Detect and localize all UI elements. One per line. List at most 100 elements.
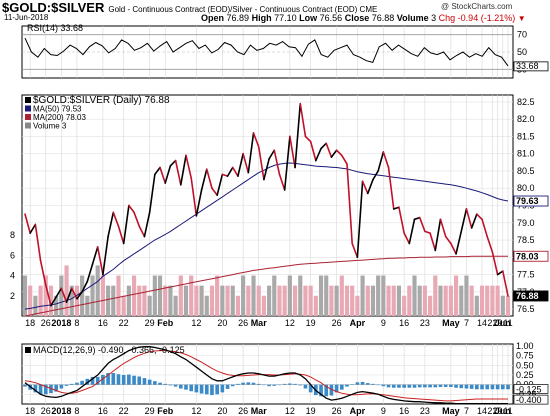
x-tick-label: 26 bbox=[332, 318, 342, 328]
volume-bar bbox=[376, 275, 381, 316]
macd-histogram-bar bbox=[423, 384, 427, 388]
legend-entry: $GOLD:$SILVER (Daily) 76.88 bbox=[33, 95, 170, 106]
price-segment bbox=[289, 135, 296, 169]
price-tick-label: 80.5 bbox=[517, 166, 535, 176]
price-segment bbox=[361, 180, 369, 195]
price-segment bbox=[190, 177, 198, 217]
x-tick-label: 26 bbox=[41, 318, 51, 328]
macd-value-tag bbox=[513, 384, 549, 394]
price-segment bbox=[60, 287, 68, 303]
price-segment bbox=[55, 287, 63, 298]
x-tick-label: 16 bbox=[98, 406, 108, 416]
macd-tick-label: 1.00 bbox=[516, 341, 534, 351]
volume-bar bbox=[500, 295, 505, 316]
macd-histogram-bar bbox=[417, 384, 422, 388]
price-segment bbox=[481, 218, 489, 238]
volume-bar bbox=[272, 275, 277, 316]
macd-histogram-bar bbox=[101, 374, 105, 385]
macd-histogram-bar bbox=[163, 383, 168, 385]
macd-histogram-bar bbox=[80, 380, 84, 385]
volume-bar bbox=[100, 275, 105, 316]
price-segment bbox=[278, 173, 286, 191]
chart-title: $GOLD:$SILVER Gold - Continuous Contract … bbox=[2, 0, 377, 15]
price-segment bbox=[76, 291, 83, 300]
macd-histogram-bar bbox=[350, 384, 355, 385]
price-tick-label: 78.5 bbox=[517, 235, 535, 245]
close-value: 76.88 bbox=[371, 13, 395, 23]
price-segment bbox=[128, 204, 135, 214]
volume-bar bbox=[28, 285, 33, 316]
price-segment bbox=[418, 216, 426, 233]
low-label: Low bbox=[299, 13, 318, 23]
volume-bar bbox=[147, 295, 152, 316]
volume-bar bbox=[131, 275, 137, 316]
volume-bar bbox=[334, 285, 339, 316]
price-segment bbox=[205, 168, 213, 190]
x-tick-label: 29 bbox=[145, 318, 155, 328]
price-segment bbox=[263, 158, 270, 181]
macd-histogram-bar bbox=[293, 383, 297, 385]
volume-bar bbox=[282, 285, 287, 316]
macd-histogram-bar bbox=[23, 384, 27, 387]
x-tick-label: 26 bbox=[238, 318, 248, 328]
macd-histogram-bar bbox=[407, 384, 412, 388]
volume-bar bbox=[80, 275, 85, 316]
price-segment bbox=[434, 218, 442, 252]
macd-tick-label: 0.75 bbox=[516, 351, 534, 361]
macd-histogram-bar bbox=[329, 384, 334, 396]
price-segment bbox=[216, 173, 224, 196]
volume-bar bbox=[350, 285, 355, 316]
price-segment bbox=[444, 235, 452, 245]
volume-bar bbox=[365, 285, 370, 316]
change-value: Chg -0.94 (-1.21%) bbox=[438, 13, 516, 23]
x-tick-label: 2018 bbox=[51, 318, 71, 328]
price-segment bbox=[195, 189, 203, 217]
price-segment bbox=[164, 164, 172, 184]
chart-date: 11-Jun-2018 bbox=[4, 13, 49, 22]
macd-histogram-bar bbox=[464, 384, 469, 389]
macd-histogram-bar bbox=[204, 384, 209, 395]
price-segment bbox=[81, 280, 89, 293]
x-tick-label: Apr bbox=[350, 406, 366, 416]
price-tick-label: 82.5 bbox=[517, 97, 535, 107]
volume-bar bbox=[95, 265, 100, 316]
price-tick-label: 80.0 bbox=[517, 183, 535, 193]
volume-value: 3 bbox=[431, 13, 437, 23]
x-tick-label: 9 bbox=[381, 406, 386, 416]
macd-histogram-bar bbox=[75, 382, 79, 385]
x-tick-label: 16 bbox=[399, 406, 409, 416]
macd-histogram-bar bbox=[106, 373, 110, 385]
ma200-line bbox=[24, 255, 508, 317]
price-segment bbox=[169, 159, 177, 167]
price-segment bbox=[460, 208, 468, 233]
macd-histogram-bar bbox=[277, 384, 282, 386]
price-tick-label: 76.5 bbox=[517, 304, 535, 314]
volume-bar bbox=[329, 285, 334, 316]
macd-value-tag bbox=[513, 394, 549, 405]
volume-bar bbox=[178, 275, 183, 316]
volume-bar bbox=[106, 285, 111, 316]
rsi-value-tag bbox=[513, 61, 549, 72]
price-segment bbox=[486, 235, 494, 253]
volume-bar bbox=[287, 275, 292, 316]
macd-tick-label: -0.125 bbox=[516, 384, 542, 394]
price-segment bbox=[315, 147, 322, 162]
volume-bar bbox=[396, 285, 402, 316]
macd-histogram-bar bbox=[495, 384, 500, 390]
volume-bar bbox=[256, 285, 261, 316]
macd-histogram-bar bbox=[433, 384, 438, 388]
volume-bar bbox=[220, 285, 225, 316]
price-segment bbox=[24, 213, 31, 234]
x-tick-label: 21 bbox=[487, 318, 497, 328]
volume-bar bbox=[417, 285, 422, 316]
macd-histogram-bar bbox=[303, 384, 308, 389]
price-segment bbox=[341, 154, 348, 165]
macd-histogram-bar bbox=[199, 384, 204, 394]
price-segment bbox=[231, 166, 239, 177]
price-segment bbox=[211, 187, 218, 196]
volume-tick-label: 6 bbox=[10, 250, 15, 260]
price-segment bbox=[180, 154, 187, 186]
macd-histogram-bar bbox=[355, 382, 360, 385]
volume-bar bbox=[479, 285, 485, 316]
rsi-label: RSI(14) 33.68 bbox=[27, 23, 83, 33]
